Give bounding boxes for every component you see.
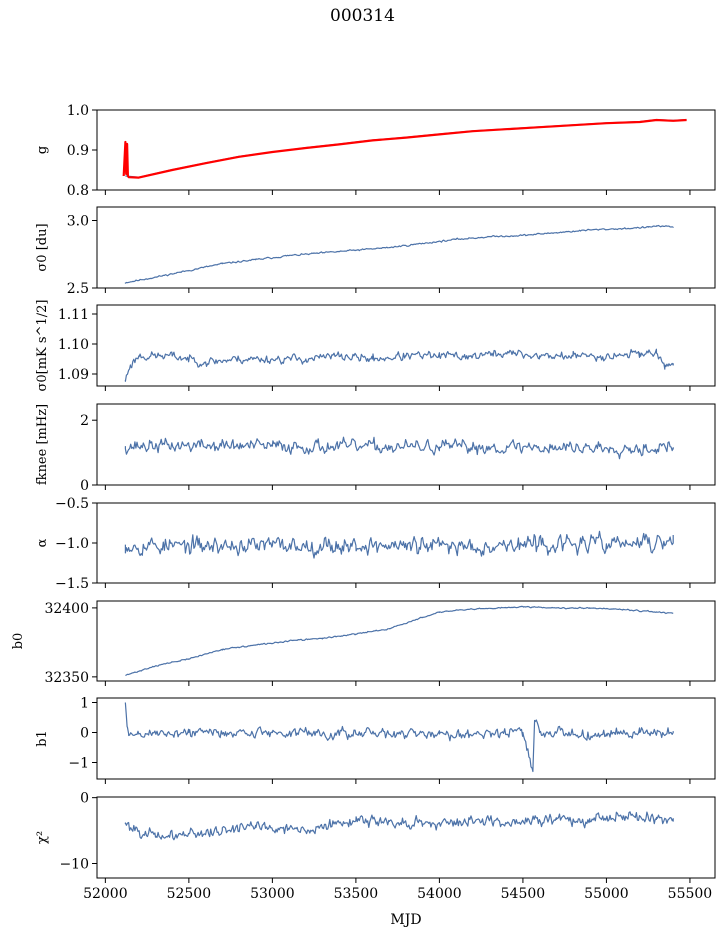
y-tick-label: 32350 xyxy=(44,670,89,686)
panel-4: 0 2 fknee [mHz] xyxy=(35,403,716,494)
y-tick-label: 0 xyxy=(80,791,89,807)
series-line xyxy=(124,224,674,284)
y-axis-label: χ² xyxy=(35,831,50,844)
figure-title: 000314 xyxy=(330,6,395,26)
x-tick-label: 55000 xyxy=(584,886,629,902)
panel-7: −1 0 1 b1 xyxy=(35,696,716,784)
plot-frame xyxy=(96,796,716,879)
y-axis-label: σ0 [du] xyxy=(35,223,50,271)
series-line xyxy=(125,119,687,178)
x-tick-label: 52500 xyxy=(167,886,212,902)
series-line xyxy=(125,605,674,677)
y-tick-label: 0.8 xyxy=(67,183,89,199)
series-line xyxy=(124,702,674,773)
y-tick-label: 0 xyxy=(80,478,89,494)
y-tick-label: −0.5 xyxy=(55,496,89,512)
y-tick-label: 1.10 xyxy=(58,337,89,353)
plot-frame xyxy=(96,697,716,780)
x-tick-label: 53500 xyxy=(334,886,379,902)
plot-frame xyxy=(96,403,716,486)
y-axis-label: fknee [mHz] xyxy=(35,404,50,485)
plot-frame xyxy=(96,304,716,387)
series-line xyxy=(124,811,674,841)
y-tick-label: 3.0 xyxy=(67,214,89,230)
panel-2: 2.5 3.0 σ0 [du] xyxy=(35,206,716,297)
x-tick-label: 54000 xyxy=(417,886,462,902)
panel-8: −10 0 52000 52500 53000 53500 54000 54500 55000 5… xyxy=(35,791,716,902)
y-tick-label: 1 xyxy=(80,696,89,712)
x-tick-label: 53000 xyxy=(250,886,295,902)
y-tick-label: 0 xyxy=(80,726,89,742)
y-tick-label: −1.0 xyxy=(55,536,89,552)
y-tick-label: 0.9 xyxy=(67,143,89,159)
y-tick-label: −10 xyxy=(59,857,89,873)
y-tick-label: 1.0 xyxy=(67,103,89,119)
y-tick-label: 1.11 xyxy=(58,307,89,323)
y-tick-label: 32400 xyxy=(44,601,89,617)
x-tick-label: 55500 xyxy=(668,886,713,902)
y-axis-label: g xyxy=(35,146,50,154)
x-tick-label: 52000 xyxy=(83,886,128,902)
panel-5: −1.5 −1.0 −0.5 α xyxy=(35,496,716,592)
y-axis-label: σ0[mK s^1/2] xyxy=(35,300,50,392)
series-line xyxy=(124,530,674,559)
y-axis-label: b0 xyxy=(11,633,26,650)
plot-frame xyxy=(96,206,716,289)
y-tick-label: 1.09 xyxy=(58,367,89,383)
series-line xyxy=(124,348,674,382)
y-tick-label: −1 xyxy=(68,756,89,772)
y-tick-label: −1.5 xyxy=(55,576,89,592)
y-tick-label: 2 xyxy=(80,413,89,429)
panel-3: 1.09 1.10 1.11 σ0[mK s^1/2] xyxy=(35,300,716,392)
y-axis-label: b1 xyxy=(35,730,50,747)
y-tick-label: 2.5 xyxy=(67,281,89,297)
panel-1: 0.8 0.9 1.0 g xyxy=(35,103,716,199)
series-line xyxy=(124,436,674,460)
plot-frame xyxy=(96,600,716,682)
x-tick-label: 54500 xyxy=(501,886,546,902)
panel-6: 32350 32400 b0 xyxy=(11,600,716,686)
x-axis-label: MJD xyxy=(390,912,421,928)
y-axis-label: α xyxy=(35,538,50,547)
fit-line xyxy=(122,118,687,179)
